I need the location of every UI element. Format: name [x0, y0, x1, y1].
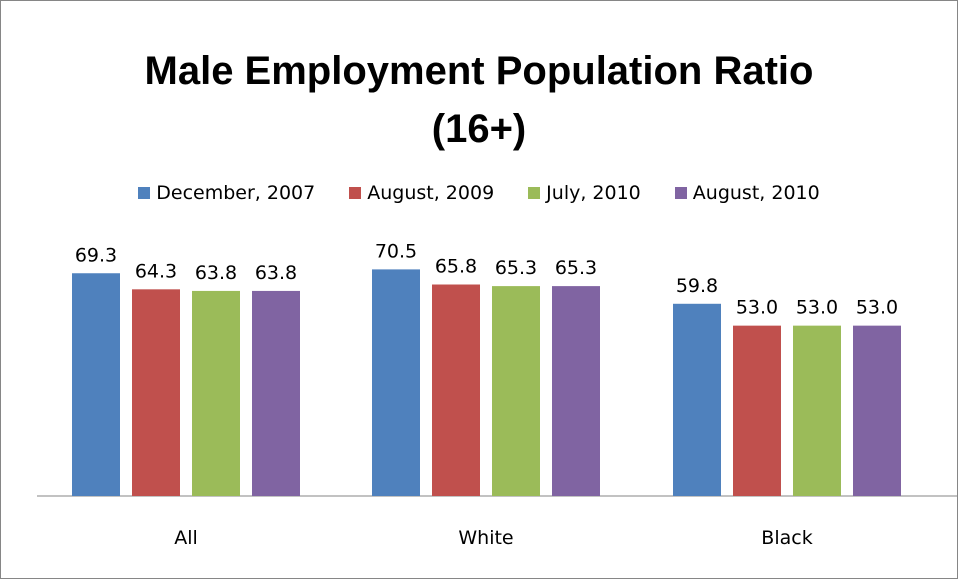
legend-label-aug-2009: August, 2009 — [367, 182, 495, 204]
legend-swatch-aug-2010 — [674, 187, 687, 199]
data-label-black-series-2: 53.0 — [796, 297, 838, 319]
data-label-black-series-3: 53.0 — [856, 297, 898, 319]
x-tick-label-all: All — [174, 527, 198, 549]
bar-all-series-1 — [132, 289, 180, 496]
bar-white-series-2 — [492, 286, 540, 496]
bar-black-series-0 — [673, 303, 721, 496]
chart-title-line2: (16+) — [431, 107, 527, 151]
legend-item-aug-2010: August, 2010 — [674, 182, 820, 204]
x-tick-label-black: Black — [761, 527, 812, 549]
legend-swatch-dec-2007 — [138, 187, 151, 199]
bar-white-series-1 — [432, 284, 480, 496]
legend-label-dec-2007: December, 2007 — [156, 182, 316, 204]
legend-item-aug-2009: August, 2009 — [349, 182, 494, 204]
legend-label-jul-2010: July, 2010 — [546, 182, 641, 204]
legend-item-jul-2010: July, 2010 — [528, 182, 641, 204]
data-label-black-series-1: 53.0 — [736, 297, 778, 319]
bar-all-series-0 — [72, 273, 120, 496]
data-label-all-series-2: 63.8 — [195, 262, 237, 284]
x-tick-label-white: White — [458, 527, 513, 549]
bar-black-series-2 — [793, 325, 841, 496]
data-label-all-series-0: 69.3 — [75, 244, 117, 266]
bar-black-series-1 — [733, 325, 781, 496]
data-label-all-series-3: 63.8 — [255, 262, 297, 284]
legend-label-aug-2010: August, 2010 — [692, 182, 820, 204]
legend-swatch-jul-2010 — [528, 187, 541, 199]
data-label-black-series-0: 59.8 — [676, 275, 718, 297]
bar-white-series-3 — [552, 286, 600, 496]
bar-all-series-3 — [252, 290, 300, 496]
chart-legend: December, 2007 August, 2009 July, 2010 A… — [0, 178, 958, 208]
bar-black-series-3 — [853, 325, 901, 496]
data-label-all-series-1: 64.3 — [135, 260, 177, 282]
bar-all-series-2 — [192, 290, 240, 496]
data-label-white-series-0: 70.5 — [375, 240, 417, 262]
data-label-white-series-3: 65.3 — [555, 257, 597, 279]
legend-swatch-aug-2009 — [349, 187, 362, 199]
legend-item-dec-2007: December, 2007 — [138, 182, 315, 204]
chart-title-line1: Male Employment Population Ratio — [144, 49, 814, 93]
chart-title: Male Employment Population Ratio (16+) — [0, 42, 958, 158]
data-label-white-series-1: 65.8 — [435, 256, 477, 278]
bar-white-series-0 — [372, 269, 420, 496]
data-label-white-series-2: 65.3 — [495, 257, 537, 279]
